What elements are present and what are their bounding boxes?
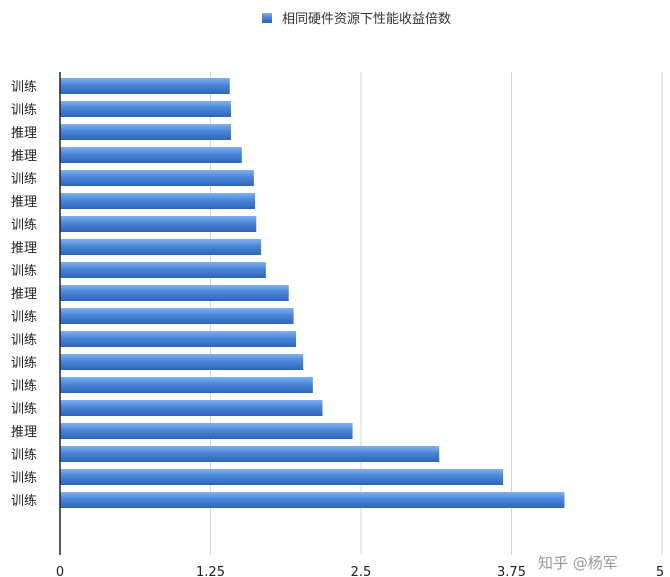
bar-14	[60, 377, 313, 393]
category-label-8: 推理	[11, 241, 37, 256]
bar-17	[60, 446, 440, 462]
category-label-1: 训练	[11, 80, 37, 95]
legend-swatch	[262, 13, 272, 23]
category-label-3: 推理	[11, 126, 37, 141]
legend: 相同硬件资源下性能收益倍数	[262, 12, 451, 27]
bar-10	[60, 285, 289, 301]
bar-1	[60, 78, 230, 94]
category-label-9: 训练	[11, 264, 37, 279]
category-label-19: 训练	[11, 494, 37, 509]
category-label-11: 训练	[11, 310, 37, 325]
category-label-17: 训练	[11, 448, 37, 463]
x-tick-label: 1.25	[196, 565, 225, 577]
bar-16	[60, 423, 353, 439]
bar-7	[60, 216, 257, 232]
bar-2	[60, 101, 231, 117]
category-label-2: 训练	[11, 103, 37, 118]
category-label-5: 训练	[11, 172, 37, 187]
bar-19	[60, 492, 565, 508]
bar-3	[60, 124, 231, 140]
bar-8	[60, 239, 262, 255]
bar-13	[60, 354, 304, 370]
bars	[60, 78, 565, 508]
x-tick-labels: 0 1.25 2.5 3.75 5	[56, 565, 664, 577]
bar-18	[60, 469, 504, 485]
category-label-16: 推理	[11, 425, 37, 440]
bar-4	[60, 147, 242, 163]
bar-12	[60, 331, 296, 347]
bar-11	[60, 308, 294, 324]
category-label-12: 训练	[11, 333, 37, 348]
category-label-14: 训练	[11, 379, 37, 394]
bar-15	[60, 400, 323, 416]
category-label-4: 推理	[11, 149, 37, 164]
category-label-7: 训练	[11, 218, 37, 233]
x-tick-label: 0	[56, 565, 64, 577]
bar-6	[60, 193, 256, 209]
category-label-18: 训练	[11, 471, 37, 486]
x-tick-label: 2.5	[351, 565, 372, 577]
x-tick-label: 5	[656, 565, 664, 577]
watermark: 知乎 @杨军	[538, 554, 618, 572]
category-label-13: 训练	[11, 356, 37, 371]
x-tick-label: 3.75	[497, 565, 526, 577]
legend-label: 相同硬件资源下性能收益倍数	[282, 12, 451, 27]
category-label-10: 推理	[11, 287, 37, 302]
category-label-15: 训练	[11, 402, 37, 417]
bar-9	[60, 262, 266, 278]
category-label-6: 推理	[11, 195, 37, 210]
bar-5	[60, 170, 254, 186]
